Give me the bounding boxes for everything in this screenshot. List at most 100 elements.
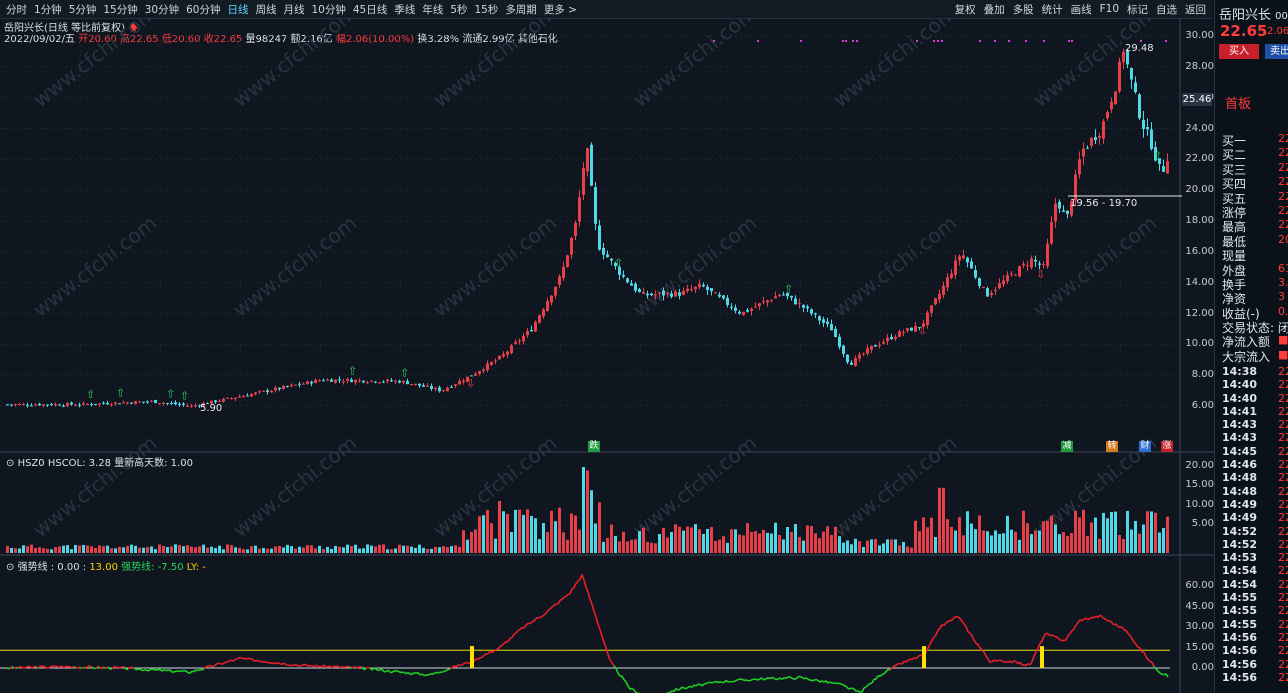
volume-bar xyxy=(398,544,401,553)
volume-bar xyxy=(758,533,761,553)
indicator-line xyxy=(763,677,767,681)
period-tab-10[interactable]: 45日线 xyxy=(352,3,388,16)
period-tab-1[interactable]: 1分钟 xyxy=(34,3,62,16)
period-tab-14[interactable]: 15秒 xyxy=(474,3,499,16)
volume-bar xyxy=(734,529,737,553)
indicator-line xyxy=(841,683,845,687)
volume-bar xyxy=(826,526,829,553)
tool-button-3[interactable]: 统计 xyxy=(1041,3,1063,16)
indicator-line xyxy=(1161,673,1165,676)
volume-bar xyxy=(946,519,949,553)
period-tab-16[interactable]: 更多 > xyxy=(543,3,577,16)
quote-row: 外盘61 xyxy=(1222,261,1288,278)
volume-bar xyxy=(1046,520,1049,553)
indicator-line xyxy=(595,616,599,625)
volume-bar xyxy=(534,518,537,553)
indicator-line xyxy=(443,669,447,673)
candle-body xyxy=(510,345,513,354)
price-axis-label: 18.00 xyxy=(1185,215,1214,226)
indicator-line xyxy=(291,663,295,667)
tool-button-4[interactable]: 画线 xyxy=(1070,3,1092,16)
volume-bar xyxy=(802,540,805,553)
volume-axis-label: 20.00 xyxy=(1185,460,1214,471)
volume-bar xyxy=(170,546,173,553)
tool-button-5[interactable]: F10 xyxy=(1099,3,1119,15)
candle-body xyxy=(386,379,389,382)
volume-bar xyxy=(654,543,657,553)
indicator-line xyxy=(915,656,919,660)
period-tab-6[interactable]: 日线 xyxy=(227,3,249,16)
indicator-line xyxy=(681,686,685,689)
watermark-text: www.cfchi.com xyxy=(428,431,561,542)
indicator-line xyxy=(883,671,887,675)
volume-bar xyxy=(670,532,673,553)
buy-button[interactable]: 买入 xyxy=(1219,44,1259,59)
period-tab-15[interactable]: 多周期 xyxy=(505,3,537,16)
volume-bar xyxy=(1098,538,1101,553)
kline-chart-area[interactable]: www.cfchi.com www.cfchi.com www.cfchi.com w… xyxy=(0,18,1214,693)
signal-dot xyxy=(1008,40,1010,42)
indicator-line xyxy=(719,681,723,684)
indicator-line xyxy=(107,666,111,670)
tool-button-1[interactable]: 叠加 xyxy=(983,3,1005,16)
period-tab-13[interactable]: 5秒 xyxy=(450,3,468,16)
period-tab-7[interactable]: 周线 xyxy=(255,3,277,16)
tool-button-0[interactable]: 复权 xyxy=(954,3,976,16)
stock-title[interactable]: 岳阳兴长(日线 等比前复权) xyxy=(4,23,125,34)
period-tab-2[interactable]: 5分钟 xyxy=(68,3,97,16)
candle-body xyxy=(606,254,609,258)
indicator-line xyxy=(319,665,323,668)
indicator-line xyxy=(1157,670,1161,674)
volume-bar xyxy=(570,513,573,553)
indicator-axis-label: 60.00 xyxy=(1185,580,1214,591)
indicator-line xyxy=(135,668,139,671)
indicator-line xyxy=(323,664,327,669)
volume-bar xyxy=(478,516,481,553)
candle-body xyxy=(1026,265,1029,267)
period-tab-4[interactable]: 30分钟 xyxy=(144,3,180,16)
indicator-line xyxy=(1055,635,1059,639)
indicator-line xyxy=(905,659,909,663)
period-tab-5[interactable]: 60分钟 xyxy=(186,3,221,16)
quote-row: 现量 xyxy=(1222,249,1247,264)
period-tab-12[interactable]: 年线 xyxy=(422,3,444,16)
event-marker[interactable]: 财 xyxy=(1139,441,1151,452)
tool-button-8[interactable]: 返回 xyxy=(1185,3,1206,16)
candle-body xyxy=(1014,274,1017,276)
period-tab-8[interactable]: 月线 xyxy=(283,3,305,16)
candle-body xyxy=(302,383,305,385)
event-marker[interactable]: 减 xyxy=(1061,441,1073,452)
tick-list[interactable]: 14:382214:402214:402214:412214:432214:43… xyxy=(1222,365,1288,684)
sell-button[interactable]: 卖出 xyxy=(1265,44,1288,59)
buy-signal-icon: ⇧ xyxy=(166,388,175,401)
tool-button-2[interactable]: 多股 xyxy=(1012,3,1034,16)
price-axis-label: 8.00 xyxy=(1191,369,1214,381)
event-marker[interactable]: 转 xyxy=(1106,441,1118,452)
indicator-line xyxy=(751,678,755,681)
signal-dot xyxy=(1165,40,1167,42)
event-marker[interactable]: 涨 xyxy=(1161,441,1173,452)
indicator-line xyxy=(441,670,445,673)
indicator-panel-icon[interactable]: ⊙ xyxy=(6,562,15,573)
period-tab-3[interactable]: 15分钟 xyxy=(103,3,138,16)
volume-bar xyxy=(958,517,961,553)
volume-panel-icon[interactable]: ⊙ xyxy=(6,458,15,469)
candle-body xyxy=(690,289,693,291)
indicator-line xyxy=(381,668,385,673)
period-tab-9[interactable]: 10分钟 xyxy=(311,3,346,16)
period-tab-0[interactable]: 分时 xyxy=(6,3,27,16)
volume-bar xyxy=(214,548,217,553)
volume-bar xyxy=(46,548,49,553)
volume-axis-label: 10.00 xyxy=(1185,498,1214,510)
candle-body xyxy=(526,330,529,336)
period-tab-11[interactable]: 季线 xyxy=(394,3,416,16)
indicator-line xyxy=(965,626,969,633)
candle-body xyxy=(170,403,173,405)
tool-button-6[interactable]: 标记 xyxy=(1127,3,1148,16)
stock-title-line: 岳阳兴长(日线 等比前复权) 🡅 xyxy=(4,19,1204,34)
indicator-line xyxy=(583,579,587,588)
event-marker[interactable]: 跌 xyxy=(588,441,600,452)
volume-bar xyxy=(866,540,869,553)
tool-button-7[interactable]: 自选 xyxy=(1156,3,1177,16)
candle-body xyxy=(406,380,409,385)
